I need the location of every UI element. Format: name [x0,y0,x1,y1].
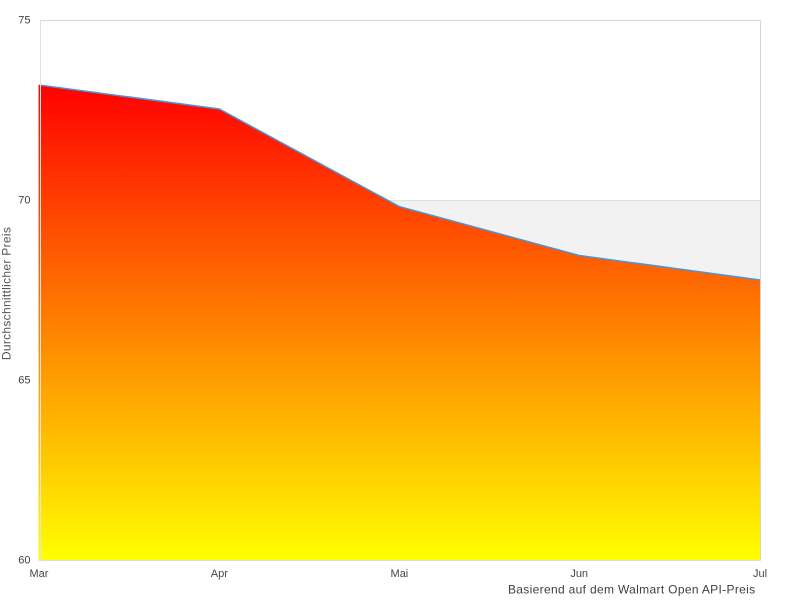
svg-text:Apr: Apr [211,568,228,580]
svg-text:Basierend auf dem Walmart Open: Basierend auf dem Walmart Open API-Preis [508,583,756,597]
svg-text:Mar: Mar [30,568,49,580]
svg-text:Durchschnittlicher Preis: Durchschnittlicher Preis [0,227,14,360]
svg-text:70: 70 [18,195,30,207]
svg-text:Jul: Jul [753,568,767,580]
svg-text:Jun: Jun [570,568,588,580]
svg-text:60: 60 [18,555,30,567]
svg-text:75: 75 [18,15,30,27]
svg-text:65: 65 [18,375,30,387]
svg-text:Mai: Mai [391,568,409,580]
